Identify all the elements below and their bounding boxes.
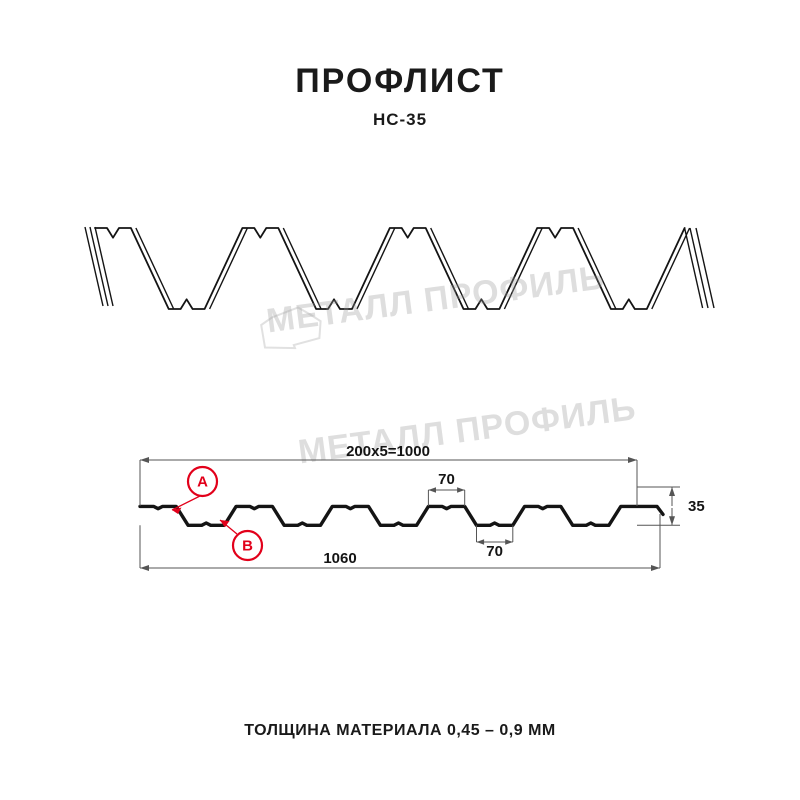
svg-text:B: B: [242, 538, 253, 555]
svg-text:МЕТАЛЛ ПРОФИЛЬ: МЕТАЛЛ ПРОФИЛЬ: [264, 258, 607, 340]
svg-text:200х5=1000: 200х5=1000: [346, 443, 430, 460]
svg-text:70: 70: [438, 471, 455, 488]
svg-text:1060: 1060: [323, 550, 356, 567]
svg-text:A: A: [197, 474, 208, 491]
svg-text:70: 70: [486, 543, 503, 560]
svg-text:35: 35: [688, 498, 705, 515]
